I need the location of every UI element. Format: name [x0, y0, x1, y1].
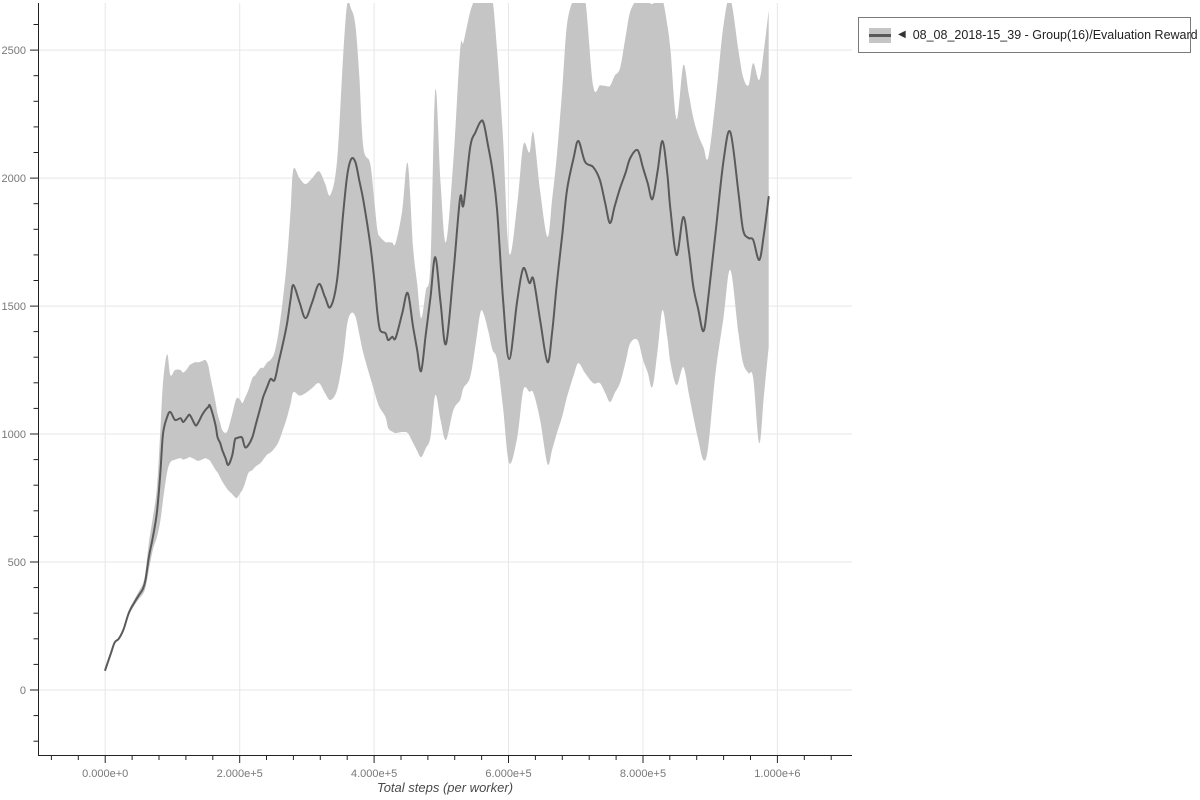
x-tick-label: 1.000e+6	[754, 768, 800, 780]
y-tick-label: 500	[8, 557, 26, 569]
y-tick-label: 2000	[2, 173, 26, 185]
x-axis-title: Total steps (per worker)	[376, 780, 514, 795]
x-tick-label: 2.000e+5	[217, 768, 263, 780]
y-tick-label: 1500	[2, 301, 26, 313]
legend-item[interactable]: ◀ 08_08_2018-15_39 - Group(16)/Evaluatio…	[858, 17, 1198, 53]
mean-line-path	[104, 119, 770, 671]
y-tick-label: 0	[20, 685, 26, 697]
legend-band-swatch-icon	[869, 27, 891, 43]
x-axis: 0.000e+0 2.000e+5 4.000e+5 6.000e+5 8.000e+5…	[38, 755, 852, 780]
x-tick-label: 6.000e+5	[485, 768, 531, 780]
x-tick-label: 8.000e+5	[620, 768, 666, 780]
y-tick-label: 2500	[2, 45, 26, 57]
confidence-band	[105, 3, 769, 670]
y-tick-label: 1000	[2, 429, 26, 441]
legend-line-swatch-icon	[869, 33, 891, 37]
mean-line	[104, 119, 770, 671]
collapse-triangle-icon: ◀	[898, 29, 906, 40]
y-axis: 0 500 1000 1500 2000 2500	[2, 3, 39, 756]
x-tick-label: 4.000e+5	[351, 768, 397, 780]
confidence-band-area	[105, 3, 769, 670]
x-tick-label: 0.000e+0	[82, 768, 128, 780]
legend-series-label: 08_08_2018-15_39 - Group(16)/Evaluation …	[912, 28, 1198, 42]
